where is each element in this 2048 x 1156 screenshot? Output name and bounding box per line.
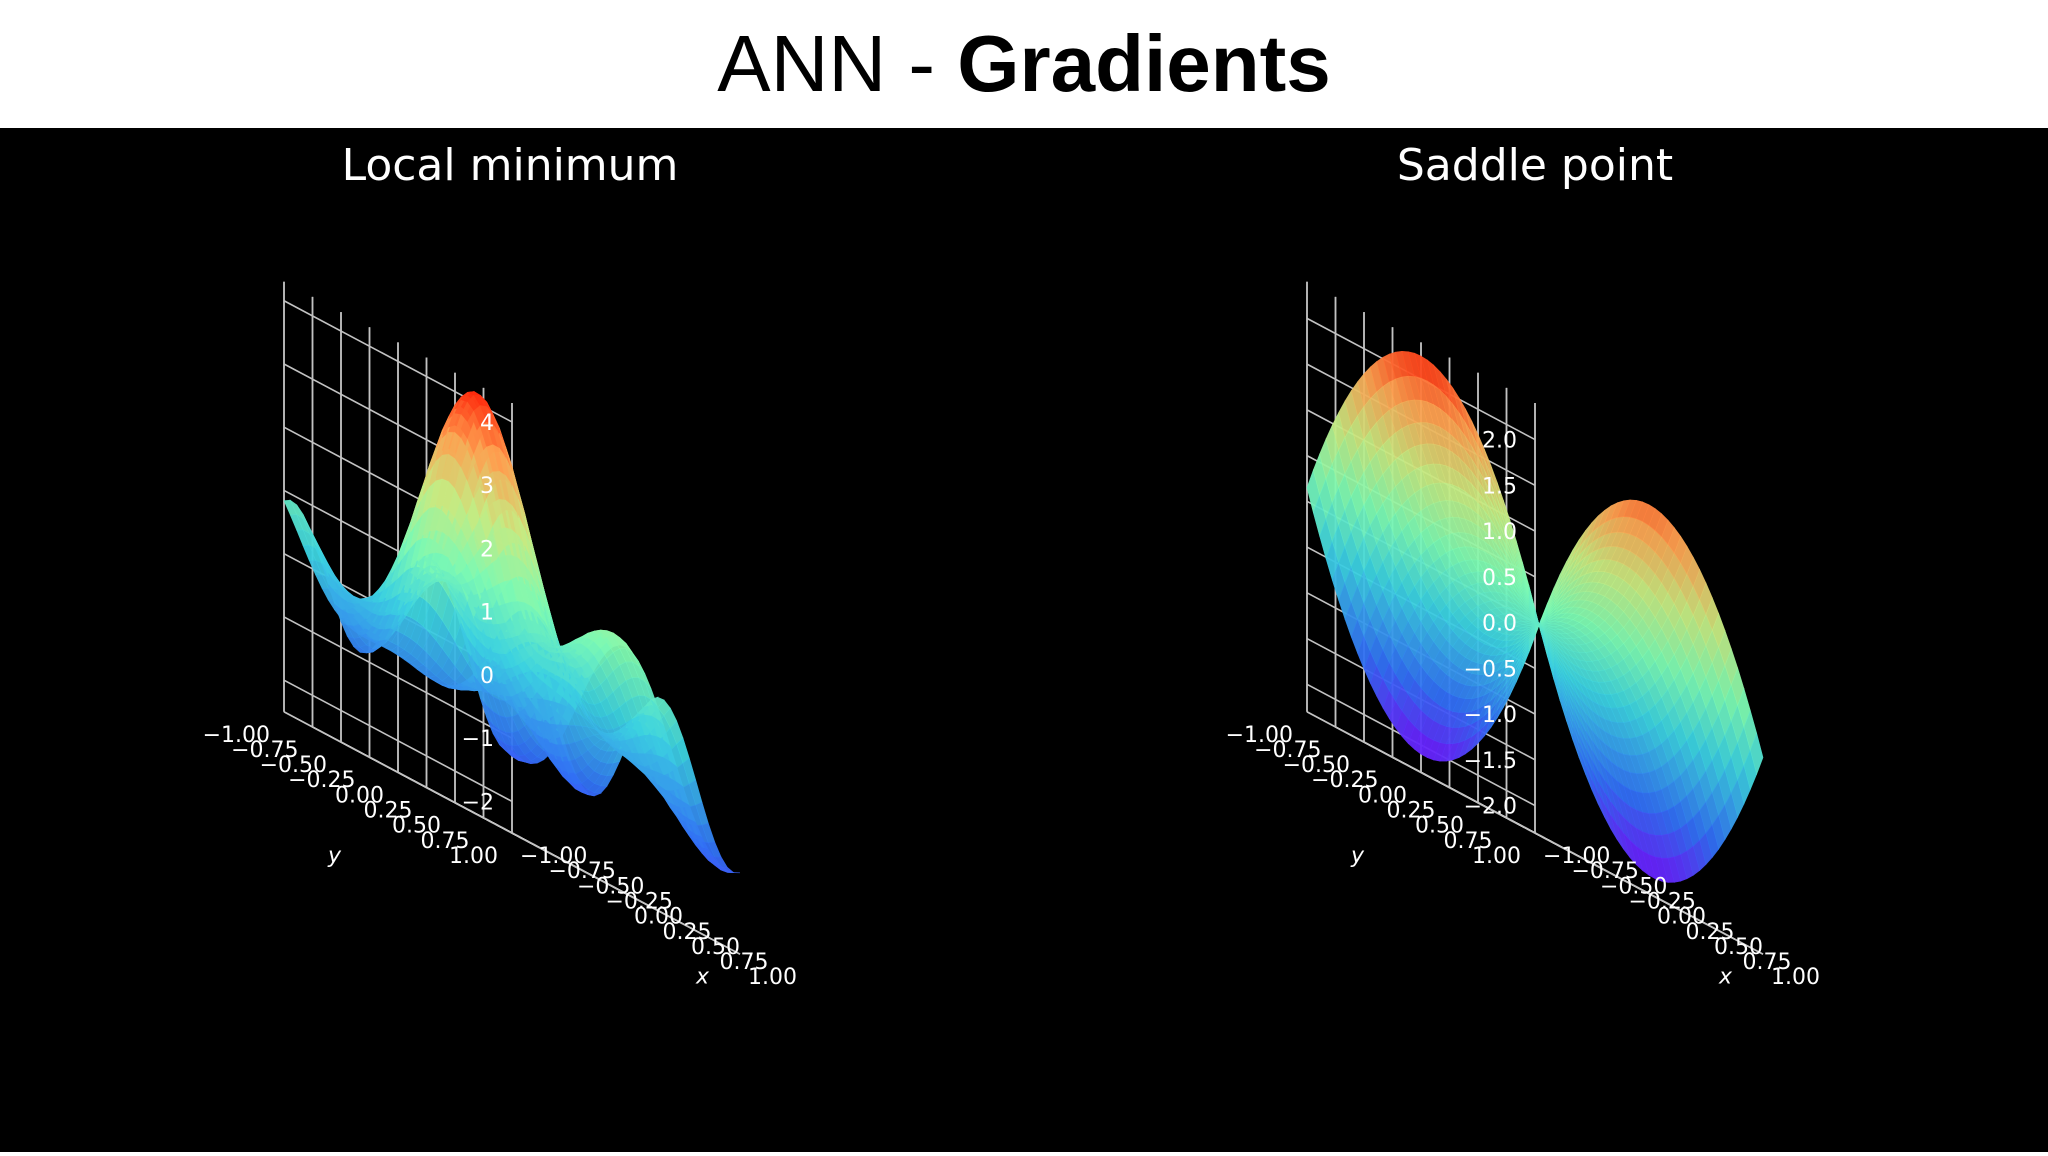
x-tick-label: 0.00 xyxy=(1657,905,1706,930)
y-tick-label: 0.75 xyxy=(1444,829,1493,854)
tick-labels-1: −2.0−1.5−1.0−0.50.00.51.01.52.0−1.00−0.7… xyxy=(1226,429,1820,991)
x-axis-label: x xyxy=(695,965,710,990)
y-axis-label: y xyxy=(1350,843,1365,868)
slide-title-bold: Gradients xyxy=(957,19,1331,108)
y-tick-label: −0.50 xyxy=(1283,753,1350,778)
x-tick-label: 0.25 xyxy=(1686,920,1735,945)
surface-patch xyxy=(727,872,741,874)
z-tick-label: 3 xyxy=(480,474,494,499)
plot-title-local-minimum: Local minimum xyxy=(342,140,679,191)
y-tick-label: 1.00 xyxy=(449,844,498,869)
z-tick-label: 0.0 xyxy=(1482,612,1517,637)
wall-gridline xyxy=(283,300,513,423)
wall-gridline xyxy=(283,363,513,486)
y-tick-label: −0.75 xyxy=(1254,738,1321,763)
x-tick-label: 0.50 xyxy=(691,935,740,960)
wall-gridline xyxy=(283,679,513,803)
y-tick-label: 0.00 xyxy=(1358,783,1407,808)
z-tick-label: 4 xyxy=(480,411,494,436)
y-tick-label: −1.00 xyxy=(203,723,270,748)
slide-header: ANN - Gradients xyxy=(0,0,2048,128)
z-tick-label: 2.0 xyxy=(1482,429,1517,454)
local-minimum-plot: −2−101234−1.00−0.75−0.50−0.250.000.250.5… xyxy=(203,140,797,990)
z-tick-label: −2.0 xyxy=(1464,795,1517,820)
plot-title-saddle-point: Saddle point xyxy=(1397,140,1673,191)
y-tick-label: −0.75 xyxy=(231,738,298,763)
z-tick-label: −2 xyxy=(462,790,494,815)
floor-gridline xyxy=(1534,832,1764,955)
y-tick-label: −0.50 xyxy=(260,753,327,778)
surface-1 xyxy=(1306,350,1764,883)
z-tick-label: 1.5 xyxy=(1482,474,1517,499)
x-tick-label: −1.00 xyxy=(1543,844,1610,869)
z-tick-label: 0.5 xyxy=(1482,566,1517,591)
surface-patch xyxy=(1749,732,1764,776)
slide-title: ANN - Gradients xyxy=(717,18,1330,110)
x-tick-label: −0.75 xyxy=(1572,859,1639,884)
y-tick-label: 0.50 xyxy=(392,814,441,839)
tick-labels-0: −2−101234−1.00−0.75−0.50−0.250.000.250.5… xyxy=(203,411,797,990)
y-tick-label: 0.25 xyxy=(364,799,413,824)
x-tick-label: 0.50 xyxy=(1714,935,1763,960)
figure-area: −2 −1 0 1 2 3 4 −1.00 −0.75 −0.50 −0.25 0.00 0.25 0.5… xyxy=(0,128,2048,1152)
z-tick-label: 1 xyxy=(480,601,494,626)
x-tick-label: 0.25 xyxy=(663,920,712,945)
wall-gridline xyxy=(283,616,513,739)
z-tick-label: −1.0 xyxy=(1464,703,1517,728)
x-tick-label: 1.00 xyxy=(1771,965,1820,990)
x-tick-label: −0.25 xyxy=(606,889,673,914)
x-axis-label: x xyxy=(1718,965,1733,990)
z-tick-label: −1.5 xyxy=(1464,749,1517,774)
y-tick-label: 0.00 xyxy=(335,783,384,808)
y-tick-label: −0.25 xyxy=(288,768,355,793)
wall-gridline xyxy=(1306,683,1536,807)
z-tick-label: 2 xyxy=(480,537,494,562)
y-tick-label: −1.00 xyxy=(1226,723,1293,748)
z-tick-label: 0 xyxy=(480,664,494,689)
y-tick-label: −0.25 xyxy=(1311,768,1378,793)
y-tick-label: 1.00 xyxy=(1472,844,1521,869)
x-tick-label: 0.00 xyxy=(634,905,683,930)
y-axis-label: y xyxy=(327,843,342,868)
x-tick-label: −0.50 xyxy=(577,874,644,899)
saddle-point-plot: −2.0−1.5−1.0−0.50.00.51.01.52.0−1.00−0.7… xyxy=(1226,140,1820,990)
slide-title-prefix: ANN - xyxy=(717,19,958,108)
z-tick-label: −1 xyxy=(462,727,494,752)
surface-0 xyxy=(283,391,741,874)
x-tick-label: 0.75 xyxy=(720,950,769,975)
figure-svg: −2−101234−1.00−0.75−0.50−0.250.000.250.5… xyxy=(203,140,1820,990)
y-tick-label: 0.50 xyxy=(1415,814,1464,839)
x-tick-label: −0.50 xyxy=(1600,874,1667,899)
x-tick-label: −0.75 xyxy=(549,859,616,884)
x-tick-label: −1.00 xyxy=(520,844,587,869)
floor-gridline xyxy=(511,832,741,955)
x-tick-label: 0.75 xyxy=(1743,950,1792,975)
z-tick-label: 1.0 xyxy=(1482,520,1517,545)
x-tick-label: −0.25 xyxy=(1629,889,1696,914)
y-tick-label: 0.25 xyxy=(1387,799,1436,824)
x-tick-label: 1.00 xyxy=(748,965,797,990)
z-tick-label: −0.5 xyxy=(1464,657,1517,682)
y-tick-label: 0.75 xyxy=(421,829,470,854)
